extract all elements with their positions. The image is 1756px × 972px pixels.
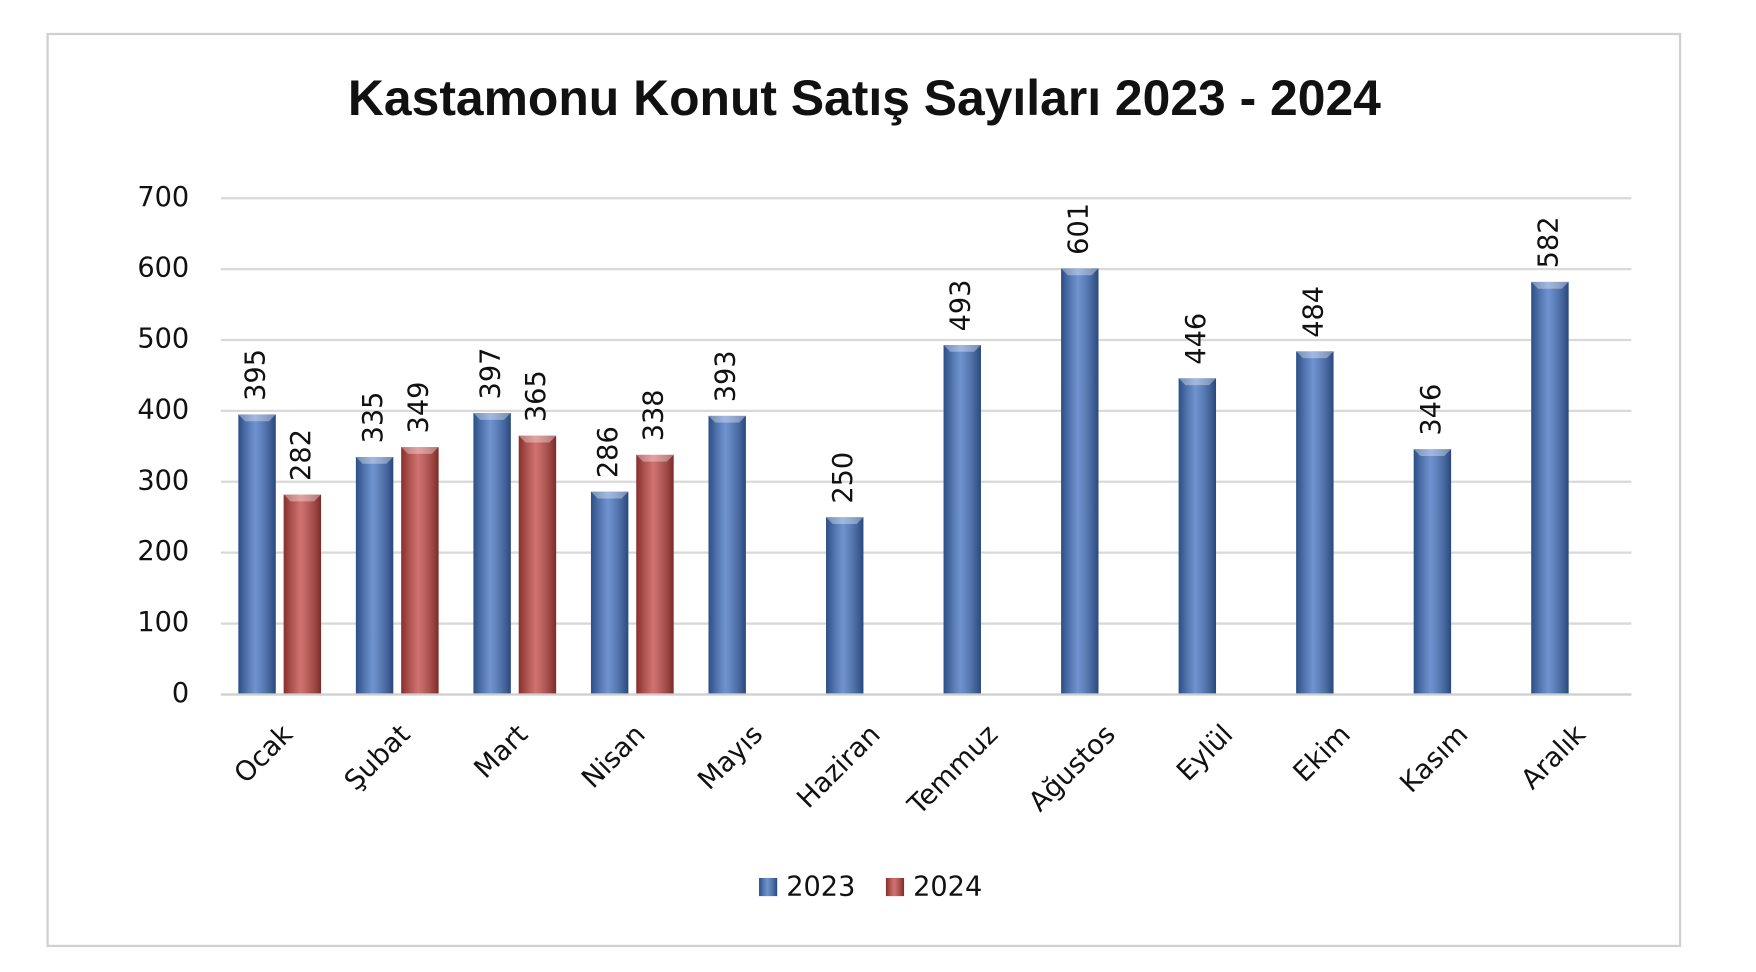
bar-top — [708, 415, 746, 423]
y-tick-label: 500 — [137, 324, 189, 355]
bar-shade — [1296, 351, 1334, 695]
bar-top — [1413, 449, 1452, 456]
bar-shade — [283, 494, 322, 695]
data-label: 349 — [403, 382, 434, 434]
bar-shade — [708, 415, 746, 695]
data-label: 582 — [1533, 216, 1564, 268]
data-label: 286 — [593, 426, 624, 478]
bar-shade — [943, 344, 981, 695]
bar-shade — [401, 447, 439, 695]
bar-top — [826, 517, 864, 525]
bar-top — [283, 494, 322, 502]
bar-shade — [518, 435, 557, 695]
data-label: 601 — [1063, 203, 1094, 255]
legend-label: 2023 — [786, 872, 855, 903]
y-tick-label: 200 — [137, 536, 189, 567]
bar-shade — [590, 491, 629, 695]
data-label: 282 — [286, 429, 317, 481]
data-label: 365 — [521, 370, 552, 422]
bar-top — [355, 456, 394, 464]
data-label: 335 — [358, 392, 389, 444]
bar-top — [943, 344, 981, 352]
legend-label: 2024 — [913, 872, 982, 903]
bar-top — [590, 491, 629, 499]
bar-shade — [1413, 449, 1452, 695]
legend-swatch-shade — [885, 877, 905, 897]
y-tick-label: 600 — [137, 253, 189, 284]
bar-top — [1296, 351, 1334, 359]
bar-shade — [355, 456, 394, 695]
data-label: 446 — [1181, 313, 1212, 365]
bar-shade — [636, 454, 674, 695]
chart-frame — [46, 32, 1682, 948]
bar-top — [473, 413, 511, 420]
bar-top — [518, 435, 557, 443]
bar-top — [1061, 268, 1099, 276]
bar-top — [1178, 378, 1217, 386]
bar-shade — [473, 413, 511, 695]
y-tick-label: 0 — [172, 678, 189, 709]
chart-title: Kastamonu Konut Satış Sayıları 2023 - 20… — [348, 70, 1381, 126]
data-label: 397 — [476, 348, 507, 400]
data-label: 250 — [828, 452, 859, 504]
data-label: 393 — [711, 350, 742, 402]
bar-top — [1531, 281, 1569, 289]
bar-shade — [826, 517, 864, 695]
data-label: 493 — [946, 280, 977, 332]
data-label: 395 — [241, 349, 272, 401]
data-label: 484 — [1298, 286, 1329, 338]
data-label: 338 — [638, 389, 669, 441]
legend-swatch-shade — [759, 877, 778, 897]
bar-shade — [238, 414, 276, 695]
bar-top — [238, 414, 276, 422]
y-tick-label: 100 — [137, 607, 189, 638]
bar-shade — [1061, 268, 1099, 695]
data-label: 346 — [1416, 384, 1447, 436]
y-tick-label: 300 — [137, 465, 189, 496]
bar-shade — [1178, 378, 1217, 695]
bar-top — [401, 447, 439, 454]
y-tick-label: 400 — [137, 394, 189, 425]
bar-top — [636, 454, 674, 462]
y-tick-label: 700 — [137, 182, 189, 213]
bar-shade — [1531, 281, 1569, 695]
